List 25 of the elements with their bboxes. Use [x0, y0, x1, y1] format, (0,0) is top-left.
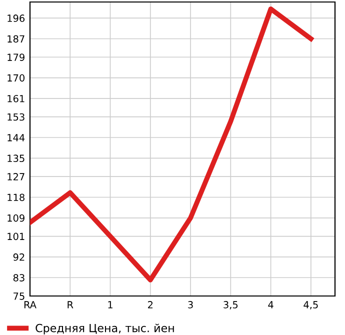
x-tick-label: RA: [24, 301, 36, 308]
y-tick-label: 153: [8, 113, 24, 121]
line-series: [30, 6, 314, 282]
y-tick-label: 127: [8, 173, 24, 180]
y-tick-label: 135: [8, 154, 24, 162]
y-tick-label: 101: [8, 232, 24, 240]
y-tick-label: 179: [8, 54, 24, 61]
x-tick-label: 2: [148, 301, 153, 308]
y-tick-label: 196: [8, 14, 25, 22]
x-tick-label: 1: [108, 301, 112, 308]
legend-label: Средняя Цена, тыс. йен: [36, 324, 174, 334]
y-tick-label: 83: [13, 274, 24, 282]
x-tick-label: R: [68, 301, 74, 308]
y-tick-label: 109: [8, 214, 24, 222]
y-tick-label: 187: [8, 35, 24, 43]
y-tick-label: 144: [8, 134, 25, 142]
x-tick-label: 3,5: [224, 301, 238, 310]
y-tick-label: 92: [13, 253, 24, 261]
y-tick-label: 75: [14, 292, 24, 300]
y-tick-label: 161: [8, 94, 24, 102]
y-tick-label: 118: [8, 194, 24, 202]
x-tick-label: 3: [188, 301, 193, 308]
x-tick-label: 4,5: [304, 301, 318, 310]
x-tick-label: 4: [268, 301, 274, 308]
y-tick-label: 170: [8, 74, 24, 82]
